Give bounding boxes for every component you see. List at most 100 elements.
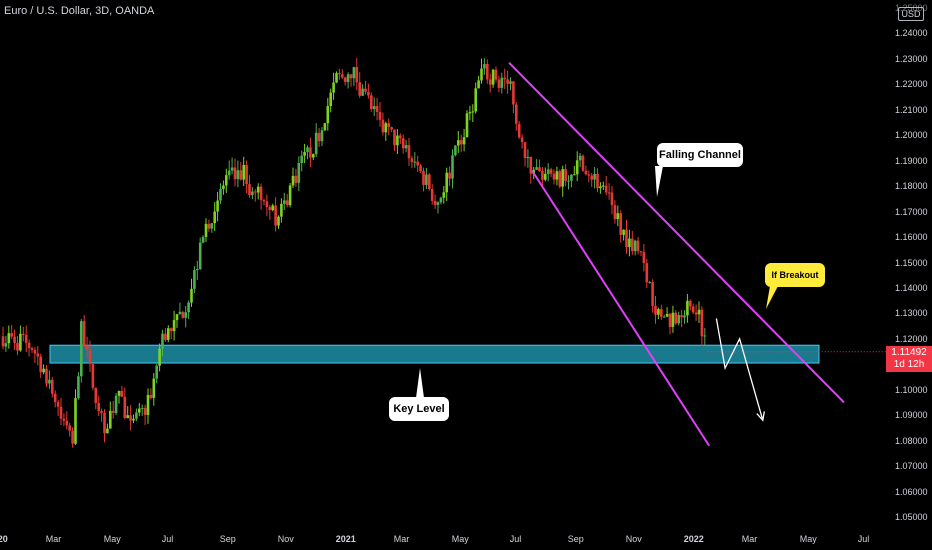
candle-body: [451, 155, 454, 179]
channel-lower-line: [531, 170, 710, 447]
y-tick-label: 1.23000: [895, 53, 928, 64]
candle-body: [117, 390, 121, 396]
candle-body: [320, 130, 324, 142]
candle-body: [622, 229, 625, 235]
channel-upper-line: [508, 62, 845, 404]
x-tick-label: Mar: [393, 534, 410, 544]
candle-body: [42, 368, 45, 373]
candle-body: [285, 200, 289, 206]
projection-arrowhead: [756, 411, 765, 422]
candle-body: [338, 73, 341, 75]
candle-body: [645, 263, 649, 283]
candle-body: [248, 184, 251, 196]
candle-body: [509, 81, 512, 84]
candle-body: [442, 192, 446, 198]
candle-body: [500, 77, 504, 88]
candle-body: [22, 333, 25, 335]
candle-body: [312, 154, 315, 158]
candle-body: [375, 106, 379, 113]
last-price-tag: 1.11492 1d 12h: [886, 346, 932, 372]
candle-body: [544, 173, 547, 180]
candle-body: [639, 251, 643, 253]
candle-body: [94, 387, 98, 403]
candle-body: [613, 205, 617, 220]
y-tick-label: 1.14000: [895, 282, 928, 293]
candle-body: [106, 428, 109, 434]
candle-body: [13, 336, 16, 343]
candle-body: [288, 185, 292, 206]
candle-body: [662, 316, 666, 318]
candle-body: [123, 396, 127, 419]
candle-body: [416, 161, 419, 166]
candle-body: [309, 147, 312, 158]
candle-body: [352, 67, 356, 79]
candle-body: [552, 173, 556, 180]
candle-body: [80, 321, 83, 377]
candle-body: [169, 328, 173, 332]
candle-body: [668, 313, 672, 327]
candle-body: [283, 200, 286, 204]
key-level-zone: [49, 344, 820, 364]
candle-body: [425, 174, 428, 186]
candle-body: [349, 74, 353, 79]
candle-body: [45, 368, 48, 384]
candle-body: [654, 305, 657, 315]
candle-body: [225, 175, 228, 186]
candle-body: [254, 191, 257, 193]
candle-body: [291, 175, 295, 186]
candle-body: [323, 123, 327, 131]
candle-body: [262, 200, 266, 202]
candle-body: [161, 333, 164, 349]
x-tick-label: May: [799, 534, 817, 544]
candle-body: [210, 223, 214, 229]
candle-body: [497, 79, 501, 88]
candle-body: [477, 80, 480, 89]
candle-body: [549, 169, 553, 174]
candle-body: [222, 185, 225, 190]
candle-body: [259, 186, 263, 201]
candle-body: [24, 334, 28, 343]
x-tick-label: 2021: [335, 534, 356, 544]
candle-body: [703, 335, 707, 337]
candle-body: [16, 342, 19, 351]
candle-body: [494, 69, 498, 80]
x-tick-label: May: [103, 534, 121, 544]
candle-body: [633, 240, 637, 252]
candle-body: [82, 321, 86, 346]
candle-body: [677, 315, 680, 324]
y-tick-label: 1.17000: [895, 206, 928, 217]
candle-body: [187, 302, 190, 313]
candle-body: [436, 202, 440, 205]
candle-body: [593, 173, 596, 180]
candle-body: [120, 390, 124, 397]
candle-body: [404, 145, 408, 149]
candle-body: [628, 238, 631, 247]
candle-body: [207, 223, 211, 229]
candle-body: [378, 112, 382, 120]
candle-body: [396, 135, 399, 146]
x-tick-label: Jul: [857, 534, 870, 544]
candle-body: [317, 132, 321, 142]
chart-title: Euro / U.S. Dollar, 3D, OANDA: [4, 5, 155, 17]
candle-body: [581, 155, 585, 171]
candle-body: [196, 269, 199, 271]
candle-body: [271, 205, 274, 211]
candle-body: [239, 170, 243, 180]
candle-body: [346, 74, 350, 82]
currency-badge[interactable]: USD: [898, 7, 924, 21]
falling-channel-callout-pointer: [655, 166, 663, 197]
candle-body: [68, 425, 71, 431]
candle-body: [30, 348, 34, 350]
candle-body: [422, 170, 425, 186]
y-tick-label: 1.15000: [895, 257, 928, 268]
candle-body: [619, 213, 622, 235]
candle-body: [413, 161, 417, 163]
candle-body: [538, 167, 541, 172]
x-tick-label: May: [451, 534, 469, 544]
y-tick-label: 1.13000: [895, 308, 928, 319]
candle-body: [277, 216, 280, 226]
candle-body: [599, 186, 602, 189]
candle-body: [314, 132, 318, 155]
x-tick-label: Sep: [567, 534, 584, 544]
